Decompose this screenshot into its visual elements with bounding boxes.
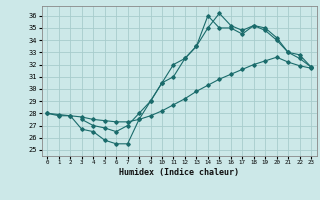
X-axis label: Humidex (Indice chaleur): Humidex (Indice chaleur)	[119, 168, 239, 177]
